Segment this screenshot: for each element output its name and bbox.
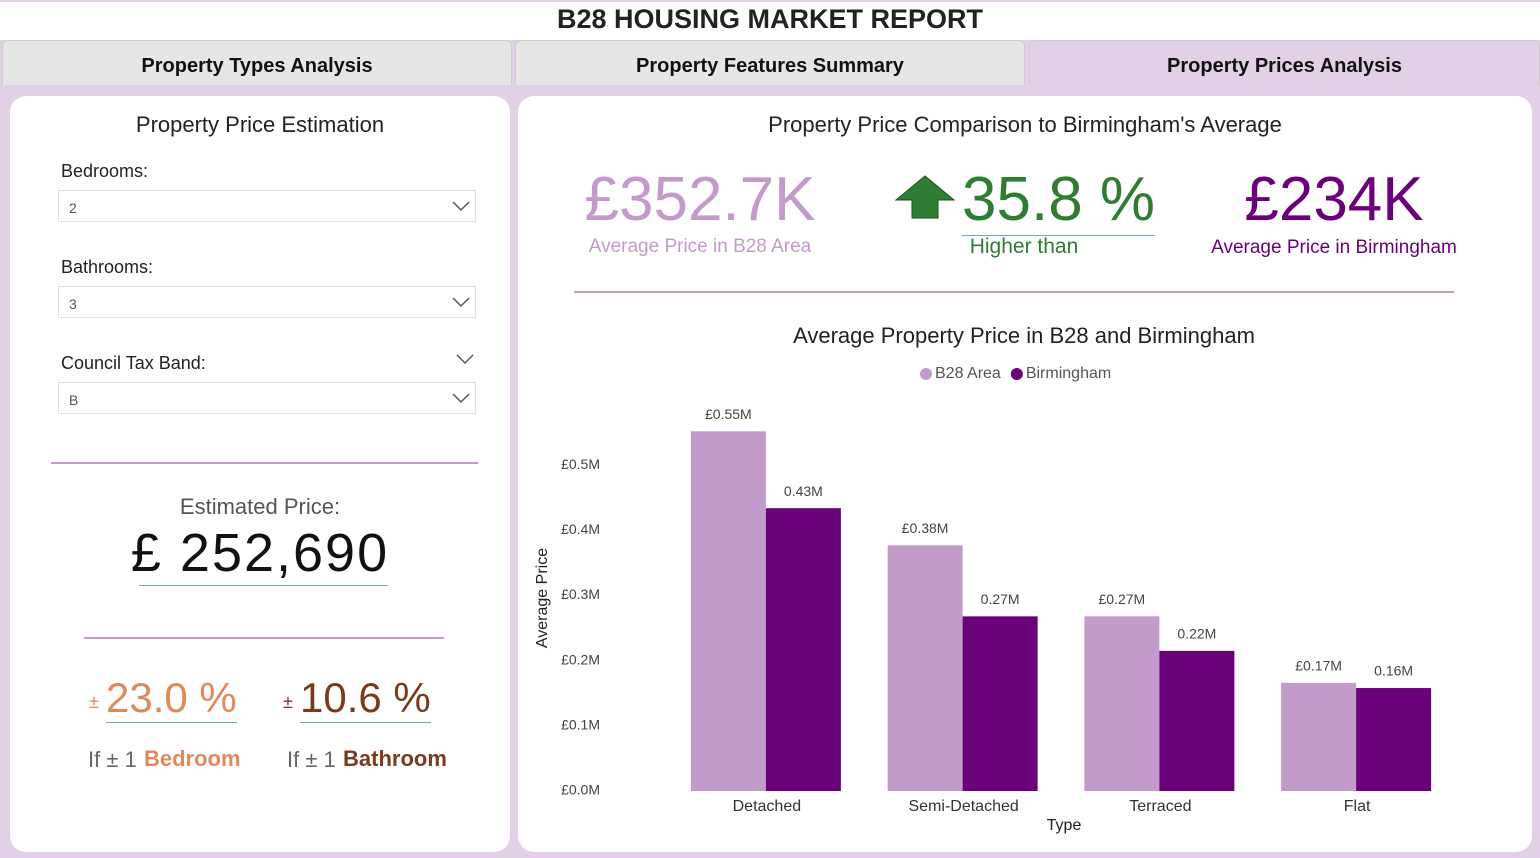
divider [574,291,1454,293]
bathroom-pct: 10.6 % [300,674,431,723]
legend-marker [920,368,932,380]
kpi-label: Average Price in B28 Area [588,236,812,257]
dropdown[interactable]: 3 [58,286,476,318]
bar [1084,616,1160,791]
panel-title: Property Price Estimation [135,112,385,137]
underline [139,585,388,586]
estimation-panel [10,96,510,852]
y-tick-label: £0.5M [561,456,600,472]
filter-label: Bedrooms: [61,161,149,181]
estimated-label: Estimated Price: [179,494,341,519]
sign: ± [283,692,293,712]
chevron [452,201,470,212]
value-label: £0.55M [705,406,752,422]
bar [765,508,841,791]
legend-label: B28 Area [935,365,1001,382]
kpi-value: 35.8 % [962,165,1156,236]
x-tick-label: Flat [1344,798,1371,815]
y-tick-label: £0.0M [561,782,600,798]
estimated-value: £ 252,690 [130,523,390,583]
bar [1356,688,1432,791]
chevron [456,354,474,365]
report-title: B28 HOUSING MARKET REPORT [0,2,1540,40]
arrow-shape [894,175,956,219]
y-tick-label: £0.3M [561,586,600,602]
bar [887,545,963,791]
x-axis-title: Type [1047,817,1082,834]
legend-marker [1010,368,1023,380]
value-label: 0.27M [981,591,1020,607]
value-label: £0.17M [1295,658,1342,674]
value-label: £0.38M [902,520,949,536]
legend-label: Birmingham [1026,365,1111,382]
x-tick-label: Semi-Detached [908,798,1018,815]
bar [690,431,766,791]
bedroom-name: Bedroom [144,746,241,771]
kpi-label: Average Price in Birmingham [1211,237,1457,258]
y-axis-title: Average Price [534,548,551,648]
chart-title: Average Property Price in B28 and Birmin… [793,323,1255,348]
bedroom-prefix: If ± 1 [88,747,137,772]
filter-label: Bathrooms: [61,257,154,277]
up-arrow [894,175,956,219]
chart: Average Property Price in B28 and Birmin… [534,323,1432,834]
kpi-value: £352.7K [584,165,816,234]
divider [84,637,444,639]
bar [1159,650,1235,791]
bedroom-pct: 23.0 % [106,674,237,723]
x-tick-label: Terraced [1129,798,1191,815]
kpi-value: £234K [1244,165,1424,234]
panel-title: Property Price Comparison to Birmingham'… [768,112,1282,137]
y-tick-label: £0.4M [561,521,600,537]
value-label: 0.22M [1177,626,1216,642]
x-tick-label: Detached [733,798,802,815]
dropdown[interactable]: 2 [58,190,476,222]
value-label: £0.27M [1099,591,1146,607]
kpi-label: Higher than [969,235,1079,258]
value-label: 0.43M [784,483,823,499]
y-tick-label: £0.2M [561,651,600,667]
divider [51,462,478,464]
chevrons [452,201,474,404]
filter-label: Council Tax Band: [61,353,206,373]
bar [962,616,1038,791]
bar [1281,682,1357,791]
tab[interactable]: Property Prices Analysis [1029,40,1540,85]
chevron [452,297,470,308]
tab[interactable]: Property Types Analysis [2,40,512,85]
tab[interactable]: Property Features Summary [515,40,1025,85]
bathroom-prefix: If ± 1 [287,747,336,772]
chevron [452,393,470,404]
sign: ± [89,692,99,712]
value-label: 0.16M [1374,663,1413,679]
y-tick-label: £0.1M [561,717,600,733]
dropdown[interactable]: B [58,382,476,414]
bathroom-name: Bathroom [343,746,447,771]
